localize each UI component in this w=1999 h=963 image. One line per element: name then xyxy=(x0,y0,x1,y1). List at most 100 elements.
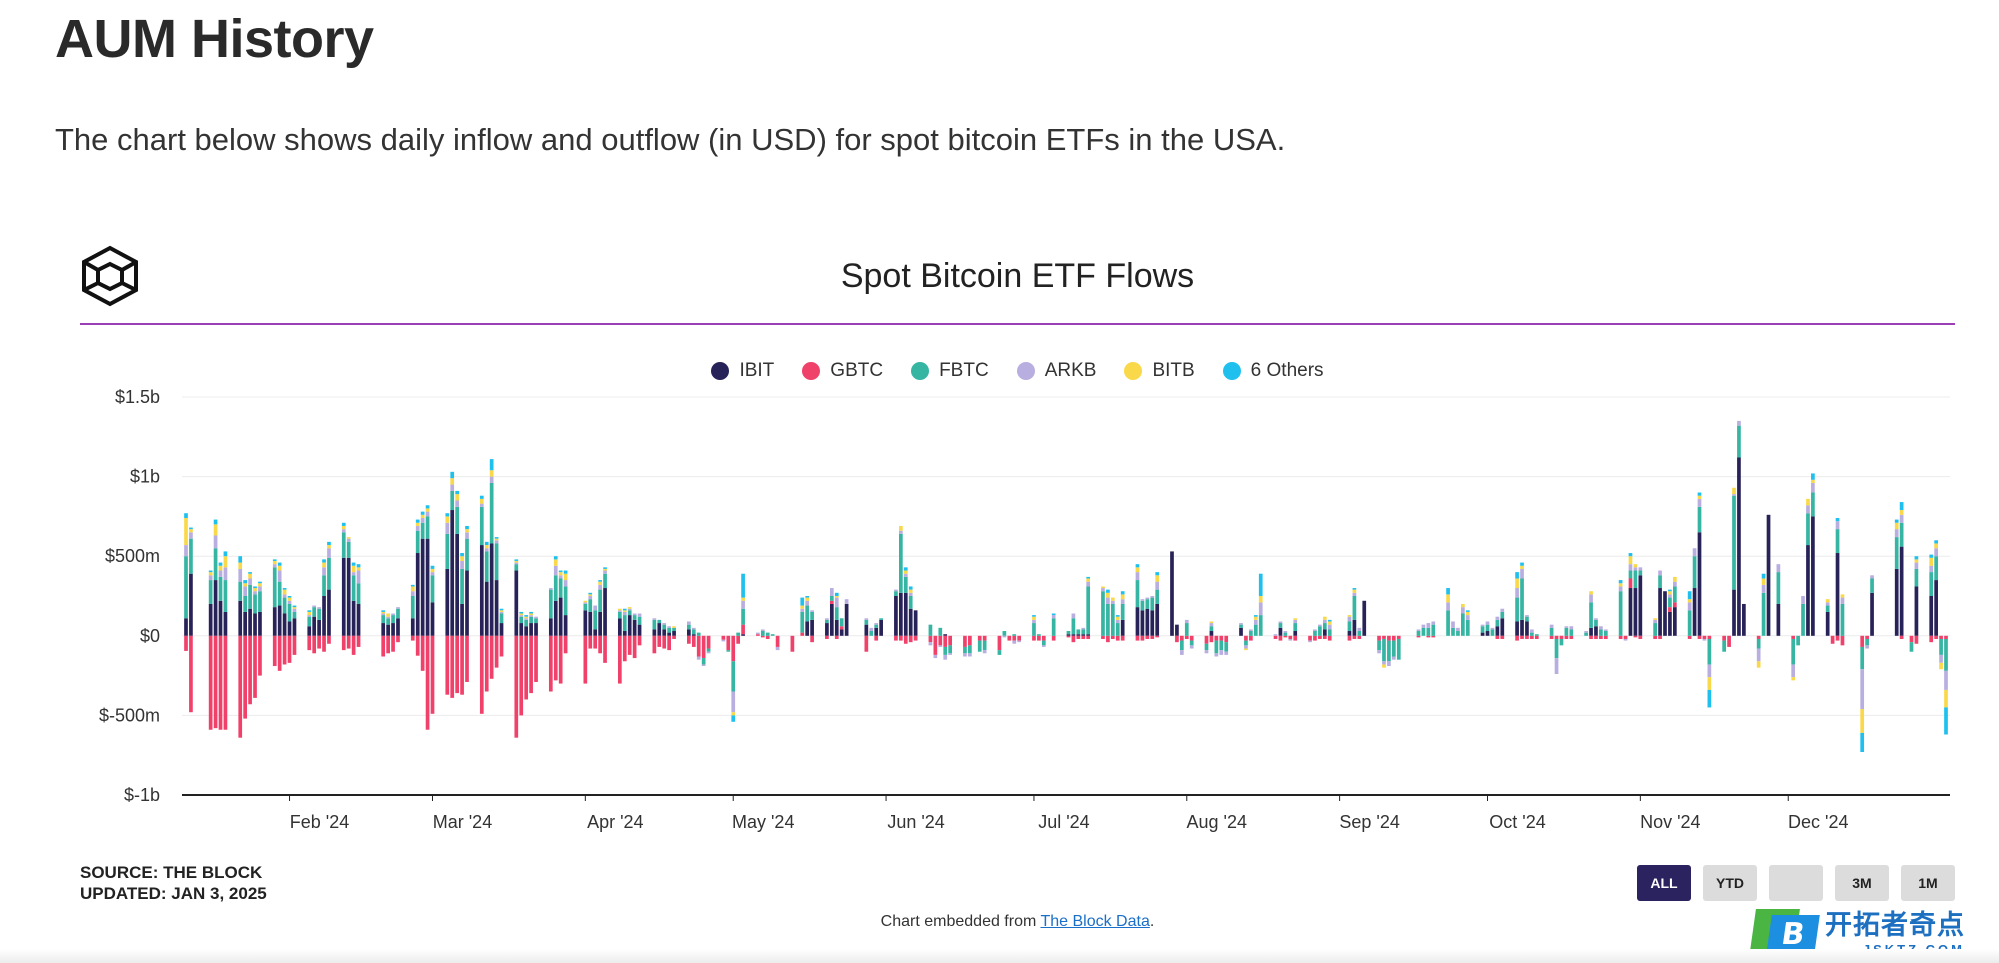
bar-segment-arkb xyxy=(1209,623,1214,627)
bar-segment-bitb xyxy=(1633,564,1638,568)
bar-segment-ibit xyxy=(420,538,425,636)
bar-segment-fbtc xyxy=(667,627,671,633)
bar-segment-arkb xyxy=(1525,615,1529,617)
bar-segment-bitb xyxy=(1258,596,1263,603)
bar-segment-arkb xyxy=(1421,624,1426,628)
legend-item-bitb[interactable]: BITB xyxy=(1124,360,1195,382)
bar-segment-6-others xyxy=(1253,615,1258,617)
bar-segment-gbtc xyxy=(1273,635,1278,639)
bar-segment-gbtc xyxy=(1860,635,1865,647)
range-ytd-button[interactable]: YTD xyxy=(1703,865,1757,901)
bar-segment-bitb xyxy=(307,611,312,616)
bar-segment-arkb xyxy=(1668,594,1672,598)
bar-segment-fbtc xyxy=(1327,629,1332,636)
bar-segment-bitb xyxy=(1209,621,1214,624)
bar-segment-fbtc xyxy=(1253,624,1258,636)
bar-segment-fbtc xyxy=(1066,631,1071,635)
bar-segment-gbtc xyxy=(1288,635,1293,639)
bar-segment-bitb xyxy=(238,562,243,569)
bar-segment-fbtc xyxy=(1707,638,1712,665)
bar-segment-arkb xyxy=(1204,650,1209,654)
bar-segment-ibit xyxy=(494,580,499,636)
bar-segment-gbtc xyxy=(1722,635,1726,641)
bar-segment-gbtc xyxy=(519,635,524,716)
bar-segment-gbtc xyxy=(1313,635,1317,641)
bar-segment-arkb xyxy=(1520,568,1524,579)
bar-segment-bitb xyxy=(460,556,464,561)
legend-label-gbtc: GBTC xyxy=(830,360,884,381)
bar-segment-gbtc xyxy=(667,635,671,651)
bar-segment-ibit xyxy=(1120,619,1125,636)
legend-item-others[interactable]: 6 Others xyxy=(1222,360,1324,382)
bar-segment-bitb xyxy=(627,607,632,609)
bar-segment-gbtc xyxy=(1653,635,1657,639)
bar-segment-ibit xyxy=(484,581,489,636)
bar-segment-gbtc xyxy=(1658,635,1662,639)
bar-segment-ibit xyxy=(1673,607,1677,636)
legend-label-arkb: ARKB xyxy=(1044,360,1097,381)
bar-segment-gbtc xyxy=(933,635,938,655)
range-all-button[interactable]: ALL xyxy=(1637,865,1691,901)
bar-segment-ibit xyxy=(248,608,252,636)
bar-segment-fbtc xyxy=(894,591,898,596)
bar-segment-gbtc xyxy=(977,635,982,641)
bar-segment-ibit xyxy=(632,619,637,636)
bar-segment-bitb xyxy=(381,611,386,614)
bar-segment-gbtc xyxy=(1599,635,1603,639)
legend-item-gbtc[interactable]: GBTC xyxy=(802,360,883,382)
bar-segment-fbtc xyxy=(1037,634,1041,636)
bar-segment-ibit xyxy=(272,607,277,636)
legend-label-ibit: IBIT xyxy=(739,360,775,381)
bar-segment-gbtc xyxy=(1835,635,1840,641)
bar-segment-gbtc xyxy=(1909,635,1914,643)
bar-segment-arkb xyxy=(1357,627,1362,632)
bar-segment-bitb xyxy=(1697,495,1702,499)
range-3m-button[interactable]: 3M xyxy=(1835,865,1889,901)
bar-segment-fbtc xyxy=(1806,513,1810,546)
bar-segment-fbtc xyxy=(258,591,262,612)
bar-segment-gbtc xyxy=(1702,635,1707,639)
bar-segment-arkb xyxy=(1860,669,1865,710)
bar-segment-6-others xyxy=(519,611,524,614)
bar-segment-bitb xyxy=(1032,616,1036,620)
bar-segment-gbtc xyxy=(1224,635,1229,643)
legend-item-ibit[interactable]: IBIT xyxy=(711,360,774,382)
bar-segment-arkb xyxy=(1944,670,1948,690)
bar-segment-arkb xyxy=(948,653,952,655)
the-block-logo-icon[interactable] xyxy=(80,245,140,307)
bar-segment-fbtc xyxy=(410,596,415,619)
bar-segment-fbtc xyxy=(1461,613,1465,636)
bar-segment-arkb xyxy=(425,511,430,517)
bar-segment-fbtc xyxy=(1480,626,1485,633)
source-note: SOURCE: THE BLOCK UPDATED: JAN 3, 2025 xyxy=(80,862,267,904)
bar-segment-fbtc xyxy=(1224,642,1229,652)
bar-segment-bitb xyxy=(1322,616,1327,620)
bar-segment-bitb xyxy=(553,559,558,566)
range-blank-button[interactable] xyxy=(1769,865,1823,901)
bar-segment-gbtc xyxy=(1051,635,1056,641)
bar-segment-6-others xyxy=(514,559,519,561)
embed-suffix: . xyxy=(1149,913,1155,930)
bar-segment-gbtc xyxy=(662,635,667,649)
bar-segment-arkb xyxy=(410,591,415,596)
bar-segment-gbtc xyxy=(1589,635,1593,639)
bar-segment-gbtc xyxy=(1175,635,1179,643)
bar-segment-gbtc xyxy=(583,635,588,684)
legend-item-fbtc[interactable]: FBTC xyxy=(911,360,989,382)
bar-segment-fbtc xyxy=(1293,623,1298,632)
bar-segment-gbtc xyxy=(356,635,361,647)
bar-segment-fbtc xyxy=(1431,624,1436,636)
legend-item-arkb[interactable]: ARKB xyxy=(1016,360,1097,382)
bar-segment-gbtc xyxy=(415,635,420,656)
bar-segment-gbtc xyxy=(1357,635,1362,639)
bar-segment-gbtc xyxy=(1032,635,1036,641)
bar-segment-arkb xyxy=(529,615,533,617)
bar-segment-fbtc xyxy=(1934,556,1938,581)
embed-link[interactable]: The Block Data xyxy=(1040,913,1150,930)
bar-segment-fbtc xyxy=(662,624,667,630)
bar-segment-arkb xyxy=(1244,645,1248,649)
range-1m-button[interactable]: 1M xyxy=(1901,865,1955,901)
bar-segment-fbtc xyxy=(1668,597,1672,608)
bar-segment-fbtc xyxy=(1214,640,1219,654)
bar-segment-fbtc xyxy=(948,645,952,654)
